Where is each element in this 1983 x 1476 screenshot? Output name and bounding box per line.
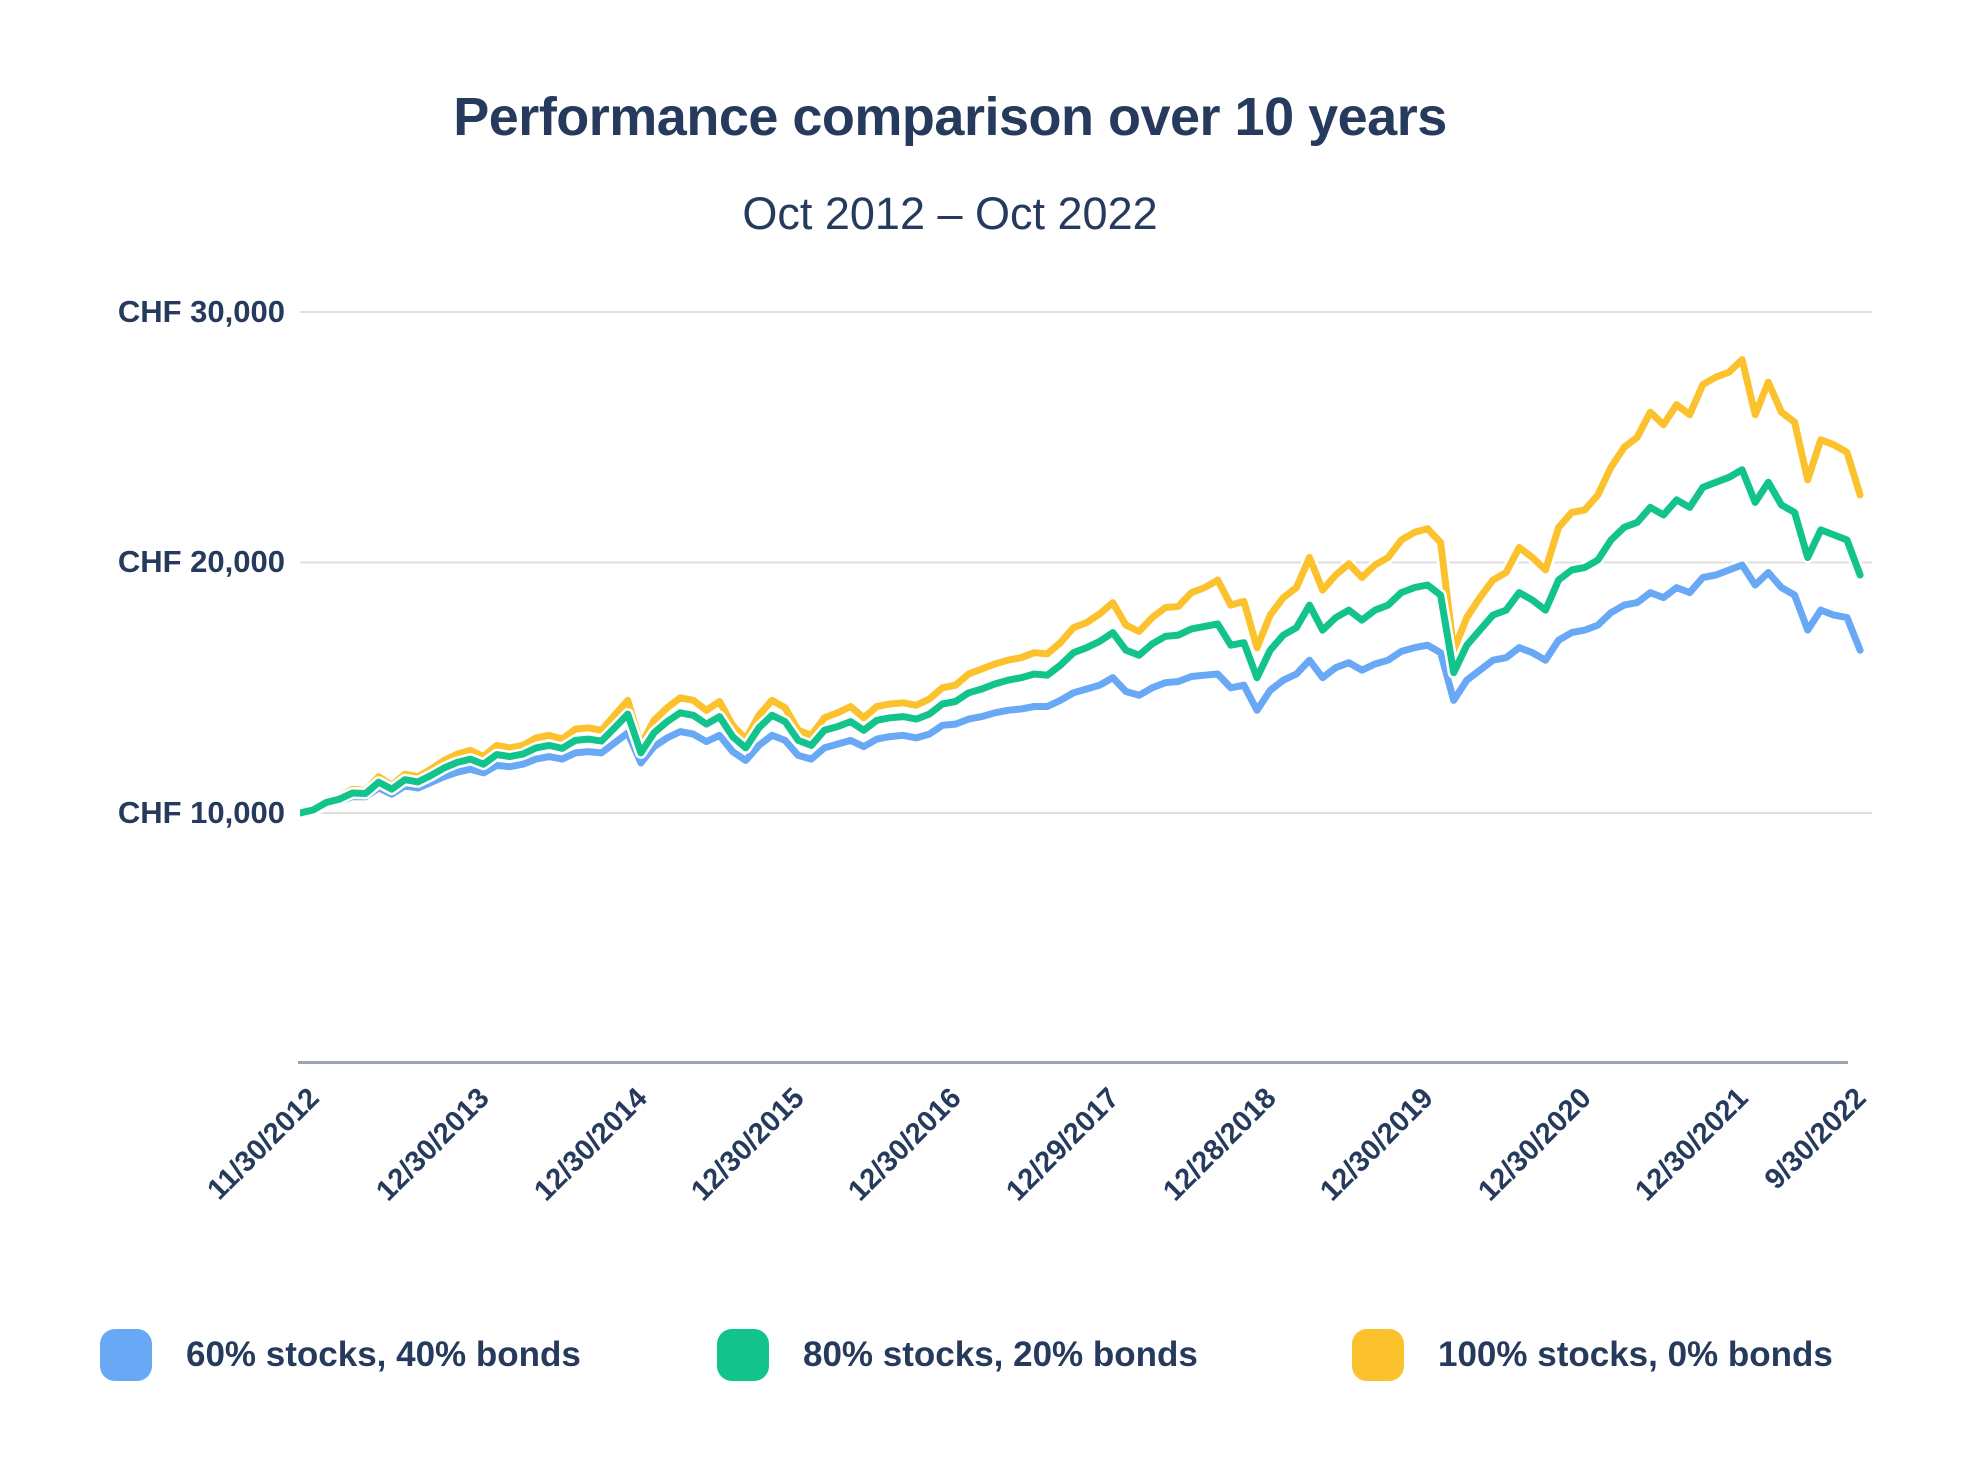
- x-tick-label-2017: 12/29/2017: [1000, 1082, 1126, 1208]
- x-tick-label-2015: 12/30/2015: [685, 1082, 811, 1208]
- legend-label-80-20: 80% stocks, 20% bonds: [803, 1335, 1198, 1374]
- y-axis-label-30000: CHF 30,000: [117, 294, 285, 329]
- legend-item-60-40: 60% stocks, 40% bonds: [100, 1328, 581, 1382]
- y-axis-label-10000: CHF 10,000: [117, 795, 285, 830]
- legend-item-80-20: 80% stocks, 20% bonds: [717, 1328, 1198, 1382]
- x-tick-label-2020: 12/30/2020: [1472, 1082, 1598, 1208]
- chart-title: Performance comparison over 10 years: [453, 87, 1447, 147]
- legend: 60% stocks, 40% bonds 80% stocks, 20% bo…: [0, 1328, 1983, 1388]
- legend-item-100-0: 100% stocks, 0% bonds: [1352, 1328, 1833, 1382]
- x-tick-label-2019: 12/30/2019: [1314, 1082, 1440, 1208]
- x-axis-line: [298, 1061, 1848, 1064]
- y-axis-label-20000: CHF 20,000: [117, 544, 285, 579]
- x-tick-label-2012: 11/30/2012: [201, 1082, 326, 1207]
- legend-swatch-green-icon: [717, 1329, 769, 1381]
- legend-label-100-0: 100% stocks, 0% bonds: [1438, 1335, 1833, 1374]
- x-tick-label-2016: 12/30/2016: [842, 1082, 968, 1208]
- legend-swatch-yellow-icon: [1352, 1329, 1404, 1381]
- plot-area: [300, 311, 1872, 819]
- chart-subtitle: Oct 2012 – Oct 2022: [742, 188, 1158, 239]
- x-tick-label-2014: 12/30/2014: [528, 1082, 654, 1208]
- legend-label-60-40: 60% stocks, 40% bonds: [186, 1335, 581, 1374]
- x-tick-label-2018: 12/28/2018: [1157, 1082, 1283, 1208]
- legend-swatch-blue-icon: [100, 1329, 152, 1381]
- x-tick-label-2013: 12/30/2013: [370, 1082, 496, 1208]
